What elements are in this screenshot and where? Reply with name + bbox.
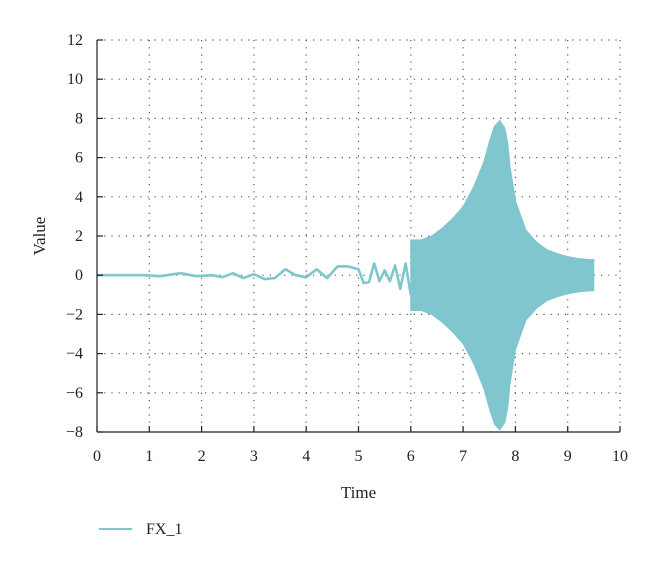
y-tick-label: 10 xyxy=(67,71,83,88)
x-tick-label: 8 xyxy=(511,448,519,465)
y-tick-label: 6 xyxy=(75,150,83,167)
x-tick-label: 1 xyxy=(145,448,153,465)
y-tick-label: −8 xyxy=(66,424,83,441)
y-axis-label: Value xyxy=(30,217,49,256)
x-axis-label: Time xyxy=(341,483,376,502)
x-tick-label: 10 xyxy=(612,448,628,465)
legend-label: FX_1 xyxy=(146,521,182,538)
x-tick-label: 9 xyxy=(564,448,572,465)
y-tick-label: −4 xyxy=(66,346,83,363)
x-tick-label: 4 xyxy=(302,448,310,465)
oscillation-envelope xyxy=(410,119,595,431)
axes xyxy=(96,39,621,433)
y-tick-label: −6 xyxy=(66,385,83,402)
y-tick-label: 4 xyxy=(75,189,83,206)
x-tick-label: 5 xyxy=(355,448,363,465)
data-layer xyxy=(97,119,595,431)
x-tick-label: 0 xyxy=(93,448,101,465)
y-tick-label: −2 xyxy=(66,306,83,323)
y-tick-label: 0 xyxy=(75,267,83,284)
x-tick-label: 6 xyxy=(407,448,415,465)
y-tick-label: 12 xyxy=(67,32,83,49)
y-tick-label: 8 xyxy=(75,110,83,127)
x-tick-label: 7 xyxy=(459,448,467,465)
x-tick-label: 3 xyxy=(250,448,258,465)
legend: FX_1 xyxy=(99,521,182,538)
series-line-fx-1 xyxy=(97,262,413,296)
y-tick-label: 2 xyxy=(75,228,83,245)
x-tick-label: 2 xyxy=(198,448,206,465)
grid xyxy=(97,39,621,432)
